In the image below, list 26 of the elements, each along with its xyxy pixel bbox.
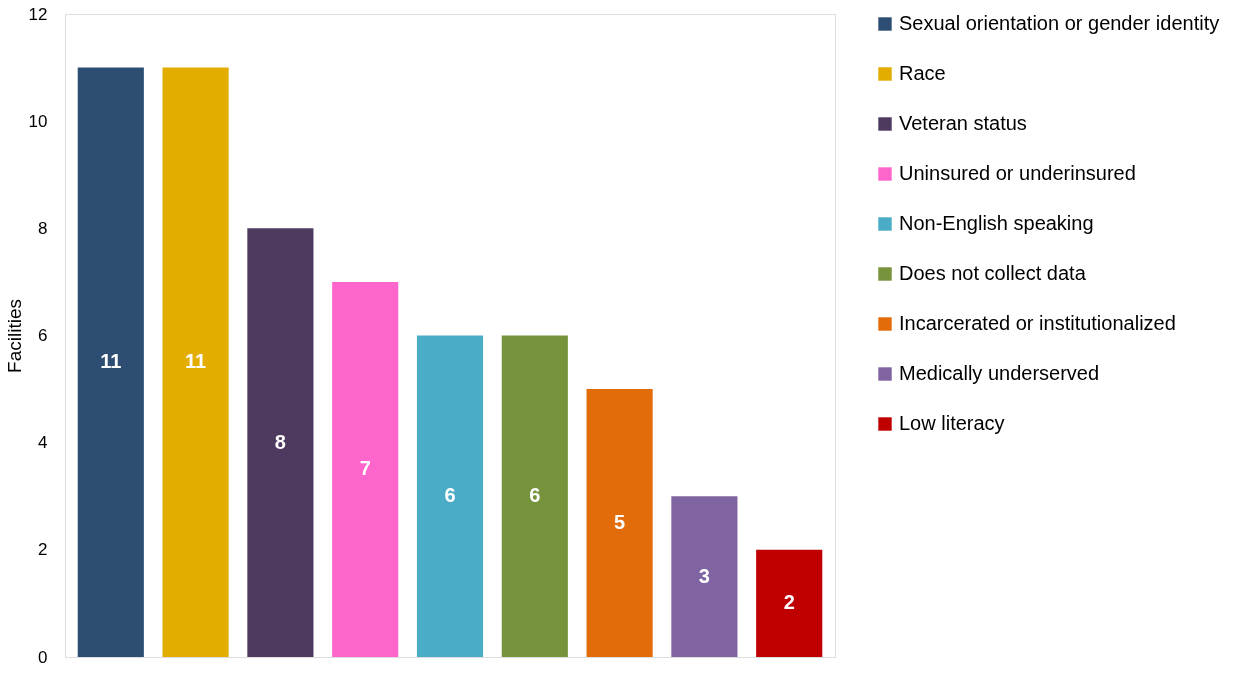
legend-label: Low literacy [899,412,1005,434]
legend-label: Race [899,62,946,84]
data-label: 5 [614,511,626,534]
data-label: 3 [698,564,710,587]
y-tick-label: 8 [38,218,48,238]
legend-label: Veteran status [899,112,1027,134]
legend-label: Does not collect data [899,262,1087,284]
y-tick-label: 6 [38,326,48,345]
data-label: 8 [274,430,286,453]
data-label: 2 [783,591,795,614]
legend-label: Incarcerated or institutionalized [899,312,1176,334]
legend-label: Uninsured or underinsured [899,162,1136,184]
y-tick-label: 0 [38,647,48,667]
data-label: 6 [529,484,541,507]
y-tick-label: 2 [38,540,48,560]
data-label: 11 [100,350,122,373]
legend-label: Medically underserved [899,362,1100,384]
legend-label: Non-English speaking [899,212,1094,234]
y-tick-label: 4 [38,433,48,453]
y-tick-label: 12 [28,4,48,24]
y-axis-title: Facilities [3,299,25,373]
legend-label: Sexual orientation or gender identity [899,12,1220,34]
y-tick-label: 10 [28,111,48,131]
data-label: 7 [359,457,371,480]
data-label: 11 [185,350,207,373]
data-label: 6 [444,484,456,507]
